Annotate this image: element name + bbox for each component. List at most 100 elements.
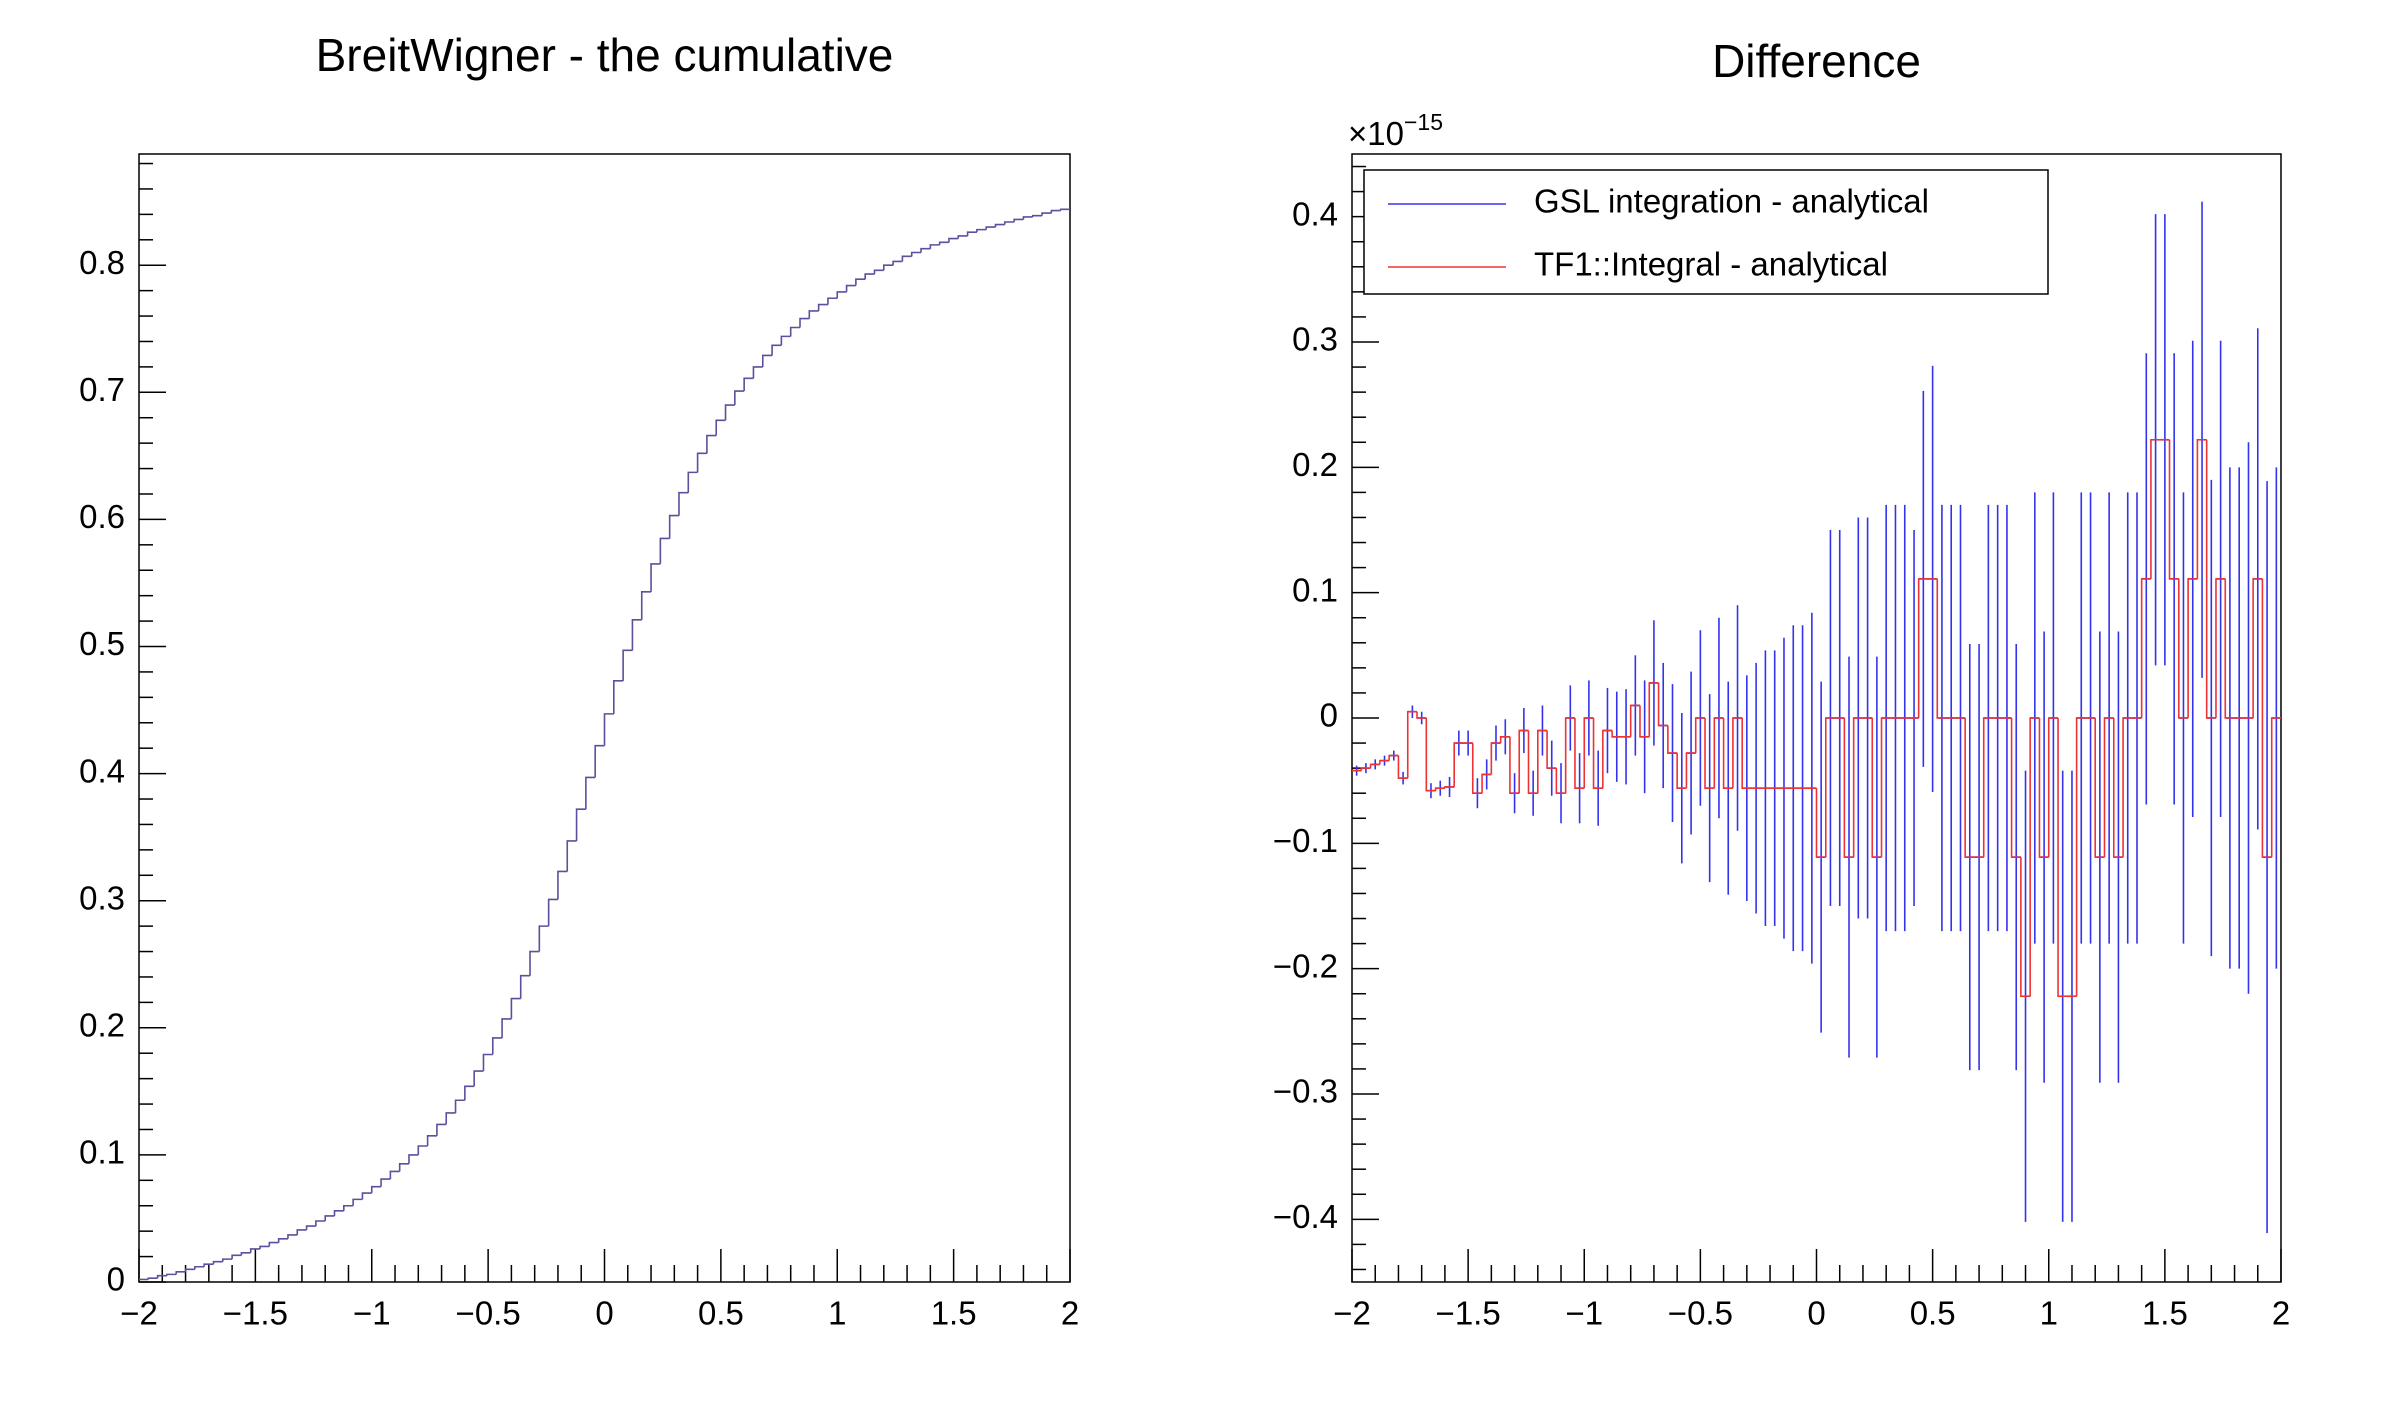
histogram-step [1639, 705, 1650, 738]
histogram-step [976, 228, 987, 233]
histogram-step [613, 680, 624, 714]
histogram-step [324, 1215, 335, 1221]
histogram-step [1852, 717, 1863, 858]
histogram-step [259, 1245, 270, 1249]
histogram-step [1629, 704, 1640, 737]
histogram-step [1499, 736, 1510, 744]
y-tick-label: 0.2 [79, 1007, 125, 1044]
histogram-step [2020, 857, 2031, 998]
histogram-step [2029, 717, 2040, 997]
histogram-step [436, 1123, 447, 1136]
histogram-step [901, 255, 912, 262]
y-tick-label: 0 [107, 1261, 125, 1298]
histogram-step [1490, 742, 1501, 775]
histogram-step [529, 950, 540, 976]
histogram-step [557, 870, 568, 900]
y-tick-label: 0.4 [79, 752, 125, 789]
histogram-step [836, 291, 847, 299]
histogram-step [1611, 730, 1622, 738]
histogram-step [166, 1273, 177, 1276]
chart-panel: Difference −2 −1.5 −1 −0.5 0 0.5 1 1.5 2 −0.4 −0.3 −… [1273, 35, 2290, 1332]
histogram-step [1694, 717, 1706, 754]
x-tick-label: 1 [828, 1295, 846, 1332]
histogram-step [370, 1185, 382, 1194]
histogram-step [417, 1145, 428, 1155]
histogram-step [1657, 682, 1668, 727]
histogram-step [696, 452, 707, 473]
histogram-step [706, 434, 717, 454]
histogram-step [315, 1220, 326, 1227]
histogram-step [231, 1254, 242, 1260]
x-tick-label: −1 [1565, 1295, 1603, 1332]
histogram-step [1509, 736, 1520, 794]
histogram-step [1824, 717, 1836, 858]
histogram-step [305, 1225, 316, 1230]
y-tick-label: 0.6 [79, 498, 125, 535]
histogram-step [277, 1237, 288, 1243]
x-tick-label: −2 [120, 1295, 158, 1332]
histogram-step [510, 997, 521, 1019]
histogram-step [761, 354, 773, 367]
histogram-step [2094, 718, 2105, 858]
multiplier-base: ×10 [1348, 115, 1404, 152]
histogram-step [929, 244, 940, 249]
histogram-step [445, 1112, 456, 1125]
histogram-step [594, 744, 605, 778]
histogram-step [2205, 439, 2216, 719]
histogram-step [1704, 718, 1715, 789]
histogram-step [212, 1260, 223, 1265]
histogram-step [1602, 729, 1613, 789]
histogram-step [361, 1192, 372, 1200]
y-tick-label: 0.3 [79, 879, 125, 916]
histogram-step [538, 925, 549, 952]
histogram-step [408, 1154, 419, 1164]
histogram-step [585, 776, 596, 810]
x-tick-label: 1.5 [2142, 1295, 2188, 1332]
histogram-step [398, 1163, 409, 1172]
x-tick-label: 1 [2040, 1295, 2058, 1332]
histogram-step [1059, 208, 1070, 211]
histogram-step [1685, 752, 1696, 789]
histogram-step [817, 303, 828, 311]
histogram-step [2150, 438, 2161, 579]
histogram-step [1815, 788, 1826, 858]
histogram-step [1013, 218, 1024, 222]
histogram-step [2261, 578, 2272, 858]
histogram-step [799, 317, 810, 328]
histogram-step [966, 231, 977, 236]
x-tick-label: −1.5 [223, 1295, 288, 1332]
histogram-step [2010, 718, 2021, 858]
histogram-step [2168, 439, 2179, 580]
histogram-step [1880, 717, 1891, 858]
histogram-step [1050, 209, 1061, 214]
histogram-step [873, 269, 884, 275]
x-tick-label: 2 [2272, 1295, 2290, 1332]
legend-label: TF1::Integral - analytical [1534, 246, 1888, 283]
histogram-step [948, 237, 959, 243]
histogram-step [464, 1085, 475, 1101]
histogram-step [622, 649, 633, 681]
histogram-step [454, 1099, 465, 1113]
histogram-step [1434, 787, 1445, 791]
histogram-step [566, 840, 577, 872]
histogram-step [1676, 753, 1687, 789]
histogram-step [1546, 730, 1557, 769]
histogram-step [1964, 718, 1975, 858]
histogram-step [482, 1053, 493, 1072]
histogram-step [743, 377, 754, 392]
histogram-step [1722, 718, 1733, 789]
histogram-step [2047, 717, 2059, 858]
histogram-step [864, 273, 875, 280]
y-tick-label: 0.8 [79, 244, 125, 281]
histogram-step [1379, 759, 1390, 765]
x-tick-label: −0.5 [1668, 1295, 1733, 1332]
histogram-step [1741, 718, 1752, 789]
y-tick-label: 0.7 [79, 371, 125, 408]
histogram-step [640, 591, 652, 620]
histogram-step [519, 974, 531, 999]
y-tick-label: −0.3 [1273, 1073, 1338, 1110]
histogram-step [343, 1204, 354, 1211]
histogram-step [910, 251, 922, 257]
y-tick-label: 0.4 [1292, 195, 1338, 232]
y-tick-label: 0 [1320, 697, 1338, 734]
